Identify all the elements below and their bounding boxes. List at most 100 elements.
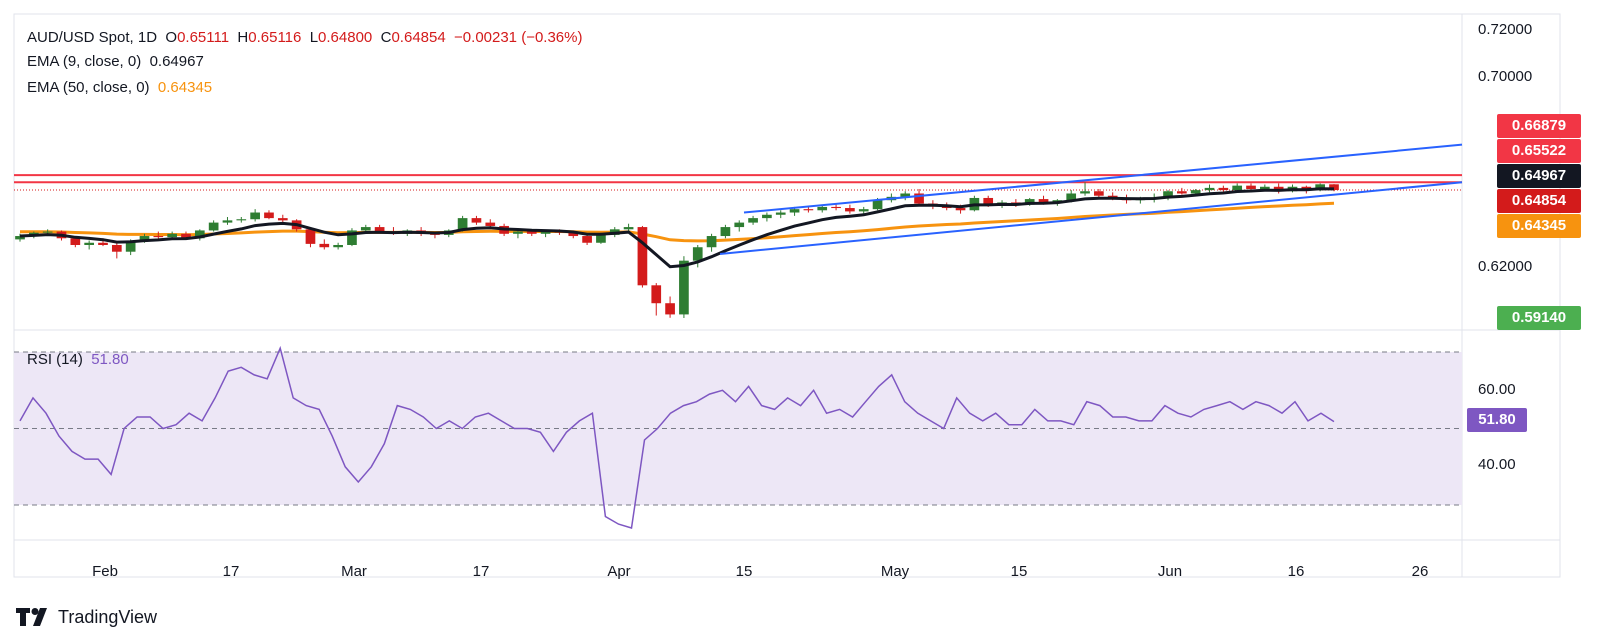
brand-name: TradingView bbox=[58, 606, 158, 627]
candle-up bbox=[748, 215, 758, 225]
rsi-value: 51.80 bbox=[91, 351, 129, 368]
time-axis-label: 15 bbox=[735, 563, 753, 580]
candle-body bbox=[983, 197, 994, 205]
rsi-legend[interactable]: RSI (14) 51.80 bbox=[27, 351, 129, 368]
candle-body bbox=[84, 242, 94, 245]
upper-trend-line bbox=[743, 143, 1463, 214]
candle-body bbox=[568, 232, 579, 237]
candle-body bbox=[333, 244, 343, 248]
high-label: H bbox=[237, 29, 249, 46]
candle-up bbox=[775, 210, 786, 219]
candle-body bbox=[264, 212, 274, 219]
open-label: O bbox=[165, 29, 178, 46]
tradingview-logo[interactable]: TradingView bbox=[16, 606, 157, 628]
candle-down bbox=[485, 219, 496, 228]
candle-body bbox=[374, 227, 385, 232]
candle-up bbox=[762, 212, 772, 222]
price-axis-label: 0.72000 bbox=[1478, 21, 1533, 38]
ema50-legend[interactable]: EMA (50, close, 0) 0.64345 bbox=[27, 78, 212, 98]
candle-body bbox=[15, 236, 25, 240]
tradingview-logo-icon bbox=[16, 608, 47, 626]
candle-body bbox=[858, 209, 869, 212]
ema9-label: EMA (9, close, 0) bbox=[27, 53, 142, 70]
time-axis-label: 26 bbox=[1411, 563, 1429, 580]
candle-up bbox=[194, 229, 205, 241]
candle-body bbox=[1038, 199, 1049, 203]
symbol-title[interactable]: AUD/USD Spot, 1D bbox=[27, 29, 158, 46]
price-pane[interactable] bbox=[14, 143, 1463, 318]
ema9-legend[interactable]: EMA (9, close, 0) 0.64967 bbox=[27, 52, 204, 72]
ema50-price-tag: 0.64345 bbox=[1497, 214, 1581, 238]
rsi-label: RSI (14) bbox=[27, 351, 83, 368]
candle-down bbox=[305, 227, 316, 248]
candle-body bbox=[1260, 186, 1270, 190]
candle-body bbox=[194, 230, 205, 239]
time-axis-label: Feb bbox=[92, 563, 118, 580]
candle-body bbox=[775, 212, 786, 215]
candle-body bbox=[582, 236, 592, 243]
candle-body bbox=[42, 231, 53, 233]
candle-down bbox=[111, 241, 122, 259]
candle-body bbox=[955, 208, 966, 211]
low-value: 0.64800 bbox=[318, 29, 373, 46]
candle-body bbox=[872, 200, 883, 210]
candle-body bbox=[900, 193, 911, 197]
candle-body bbox=[347, 230, 357, 245]
candle-body bbox=[789, 209, 800, 213]
ohlc-header: AUD/USD Spot, 1D O0.65111 H0.65116 L0.64… bbox=[27, 28, 582, 48]
candle-up bbox=[208, 220, 219, 232]
low-label: L bbox=[309, 29, 319, 46]
candle-up bbox=[692, 244, 703, 268]
candle-down bbox=[651, 283, 662, 316]
candle-up bbox=[720, 224, 731, 239]
candle-down bbox=[319, 239, 330, 250]
candle-body bbox=[914, 193, 924, 204]
candle-body bbox=[360, 227, 371, 231]
candle-up bbox=[706, 233, 717, 252]
candle-down bbox=[264, 210, 274, 220]
candle-up bbox=[84, 240, 94, 250]
candle-up bbox=[222, 216, 233, 225]
time-axis-label: 16 bbox=[1287, 563, 1305, 580]
candle-up bbox=[1204, 184, 1215, 193]
candle-body bbox=[485, 222, 496, 226]
candle-body bbox=[125, 240, 136, 252]
candle-body bbox=[1177, 191, 1187, 194]
candle-up bbox=[900, 191, 911, 201]
last-price-tag: 0.64854 bbox=[1497, 189, 1581, 213]
candle-body bbox=[457, 218, 468, 231]
candle-body bbox=[679, 260, 689, 315]
candle-body bbox=[706, 236, 717, 248]
candle-body bbox=[471, 218, 482, 223]
rsi-pane[interactable] bbox=[14, 345, 1462, 529]
time-axis-label: Mar bbox=[341, 563, 367, 580]
open-value: 0.65111 bbox=[177, 29, 230, 46]
candle-body bbox=[513, 231, 523, 234]
candle-up bbox=[623, 223, 634, 232]
ema50-label: EMA (50, close, 0) bbox=[27, 79, 150, 96]
candle-body bbox=[208, 222, 219, 231]
candle-body bbox=[665, 303, 675, 315]
candle-body bbox=[250, 212, 260, 220]
candle-body bbox=[181, 233, 191, 239]
candle-down bbox=[1273, 183, 1284, 194]
time-axis-label: Apr bbox=[607, 563, 631, 580]
candle-body bbox=[831, 206, 841, 209]
candle-up bbox=[250, 209, 260, 222]
candle-up bbox=[333, 242, 343, 250]
time-axis-label: 15 bbox=[1010, 563, 1028, 580]
candle-body bbox=[111, 244, 122, 252]
candle-body bbox=[167, 233, 177, 238]
candle-body bbox=[623, 227, 634, 230]
price-axis-label: 0.62000 bbox=[1478, 258, 1533, 275]
price-axis-label: 0.70000 bbox=[1478, 68, 1533, 85]
candle-body bbox=[1190, 190, 1201, 194]
candle-body bbox=[98, 242, 108, 245]
resistance-upper-tag: 0.66879 bbox=[1497, 114, 1581, 138]
time-axis-label: 17 bbox=[472, 563, 490, 580]
candle-down bbox=[637, 225, 648, 288]
candle-up bbox=[1232, 183, 1243, 192]
candle-body bbox=[1204, 187, 1215, 191]
candle-down bbox=[153, 231, 164, 240]
